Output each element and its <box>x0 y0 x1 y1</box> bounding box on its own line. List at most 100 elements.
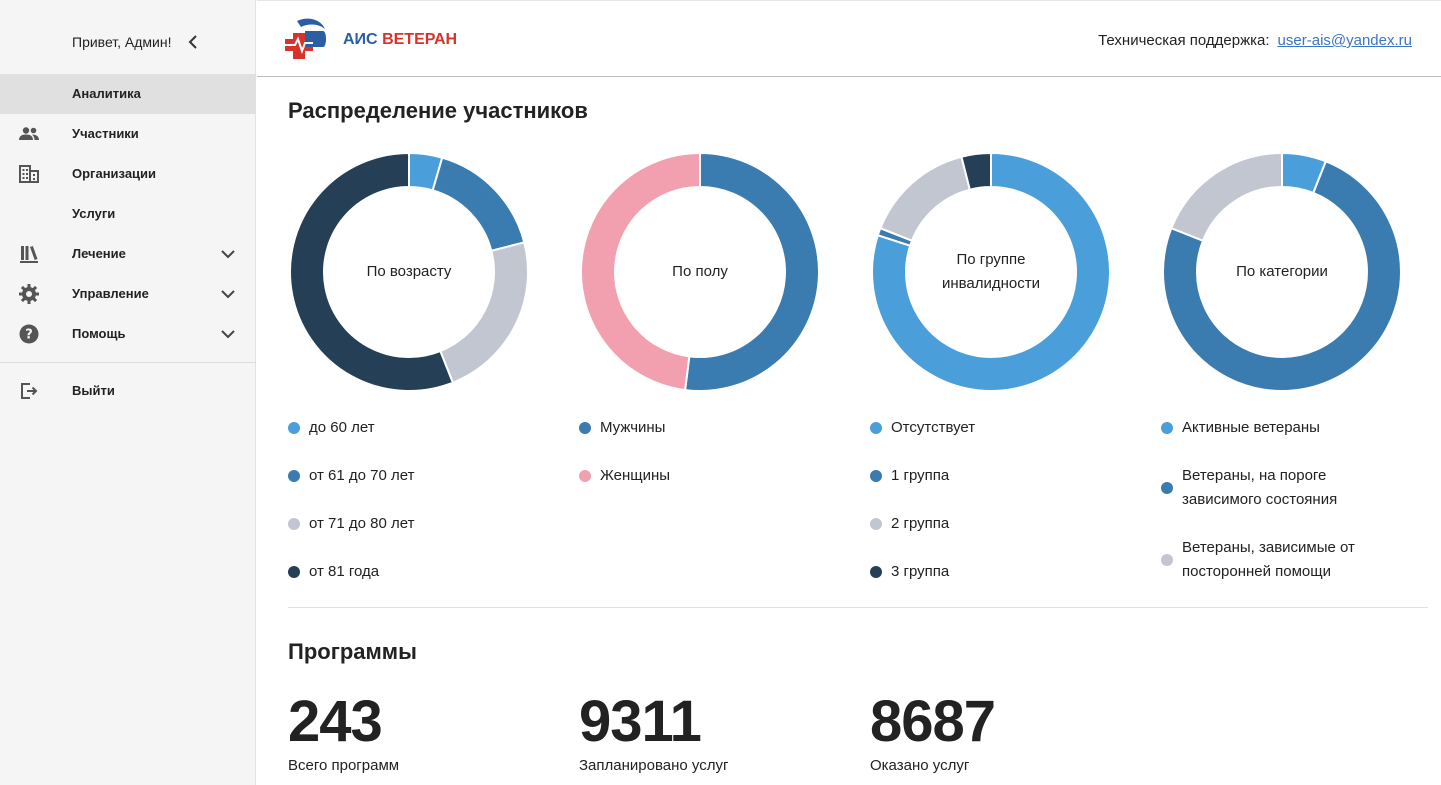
sidebar-item-organizations[interactable]: Организации <box>0 154 256 194</box>
donut-slice[interactable] <box>683 152 820 392</box>
logout-icon <box>18 381 40 401</box>
chart-title: По возрасту <box>366 263 452 280</box>
legend-item: Отсутствует <box>870 416 1130 440</box>
books-icon <box>18 244 40 264</box>
stat-total-programs: 243 Всего программ <box>288 690 399 776</box>
chevron-down-icon[interactable] <box>219 286 237 302</box>
legend-item: до 60 лет <box>288 416 548 440</box>
legend-label: от 71 до 80 лет <box>309 515 415 532</box>
legend-dot <box>579 470 591 482</box>
stat-label: Всего программ <box>288 757 400 774</box>
sidebar-item-treatment[interactable]: Лечение <box>0 234 256 274</box>
help-icon: ? <box>18 324 40 344</box>
svg-text:?: ? <box>25 328 33 343</box>
legend-item: 2 группа <box>870 512 1130 536</box>
legend-dot <box>870 566 882 578</box>
legend-item: Мужчины <box>579 416 839 440</box>
legend-dot <box>1161 422 1173 434</box>
sidebar: Привет, Админ! Аналитика Участники <box>0 0 256 785</box>
sidebar-item-label: Управление <box>72 286 149 301</box>
donut-slice[interactable] <box>1170 152 1283 243</box>
brand-part-ais: АИС <box>343 31 378 48</box>
support-info: Техническая поддержка: user-ais@yandex.r… <box>1098 32 1412 49</box>
legend-item: 1 группа <box>870 464 1130 488</box>
legend-label: Женщины <box>600 467 671 484</box>
legend-item: 3 группа <box>870 560 1130 584</box>
logout-label: Выйти <box>72 383 115 398</box>
sidebar-item-participants[interactable]: Участники <box>0 114 256 154</box>
sidebar-item-services[interactable]: Услуги <box>0 194 256 234</box>
donut-slice[interactable] <box>289 152 455 392</box>
sidebar-item-help[interactable]: ? Помощь <box>0 314 256 354</box>
legend-item: Активные ветераны <box>1161 416 1421 440</box>
brand-name: АИС ВЕТЕРАН <box>343 31 457 49</box>
sidebar-item-label: Услуги <box>72 206 116 221</box>
legend-dot <box>870 470 882 482</box>
building-icon <box>18 164 40 184</box>
legend-item: Женщины <box>579 464 839 488</box>
people-icon <box>18 124 40 144</box>
stat-provided-services: 8687 Оказано услуг <box>870 689 996 776</box>
programs-title: Программы <box>288 639 417 664</box>
stat-value: 243 <box>288 689 383 754</box>
chevron-left-icon <box>188 35 197 49</box>
legend-item: от 61 до 70 лет <box>288 464 548 488</box>
chart-title: По группе инвалидности <box>941 251 1041 292</box>
donut-chart-category: По категории <box>1162 152 1402 392</box>
donut-slice[interactable] <box>580 152 701 392</box>
sidebar-item-label: Лечение <box>72 246 126 261</box>
legend-label: от 81 года <box>309 563 380 580</box>
legend-label: 2 группа <box>891 515 950 532</box>
legend-dot <box>288 470 300 482</box>
legend-dot <box>1161 482 1173 494</box>
donut-chart-disability: По группе инвалидности <box>871 152 1111 392</box>
legend-label: Мужчины <box>600 419 666 436</box>
donut-chart-gender-svg <box>580 152 820 392</box>
donut-chart-gender: По полу <box>580 152 820 392</box>
donut-slice[interactable] <box>871 152 1111 392</box>
sidebar-item-label: Помощь <box>72 326 126 341</box>
legend-label: 3 группа <box>891 563 950 580</box>
gear-icon <box>18 284 40 304</box>
legend-dot <box>1161 554 1173 566</box>
sidebar-divider <box>0 362 256 363</box>
donut-chart-category-svg <box>1162 152 1402 392</box>
sidebar-item-label: Аналитика <box>72 86 141 101</box>
legend-dot <box>288 422 300 434</box>
legend-label: Ветераны, на пороге зависимого состояния <box>1182 467 1338 508</box>
legend-item: от 71 до 80 лет <box>288 512 548 536</box>
legend-item: от 81 года <box>288 560 548 584</box>
stat-label: Запланировано услуг <box>579 757 729 774</box>
chevron-down-icon[interactable] <box>219 246 237 262</box>
legend-item: Ветераны, на пороге зависимого состояния <box>1161 464 1421 512</box>
legend-dot <box>870 422 882 434</box>
support-email-link[interactable]: user-ais@yandex.ru <box>1277 32 1412 49</box>
legend-label: 1 группа <box>891 467 950 484</box>
sidebar-item-analytics[interactable]: Аналитика <box>0 74 256 114</box>
collapse-sidebar-button[interactable] <box>184 32 202 52</box>
donut-chart-age: По возрасту <box>289 152 529 392</box>
stat-value: 8687 <box>870 689 996 754</box>
donut-slice[interactable] <box>960 152 992 191</box>
chevron-down-icon[interactable] <box>219 326 237 342</box>
sidebar-item-label: Организации <box>72 166 157 181</box>
donut-chart-disability-svg <box>871 152 1111 392</box>
chart-title: По категории <box>1236 263 1328 280</box>
legend-dot <box>288 566 300 578</box>
top-header: АИС ВЕТЕРАН Техническая поддержка: user-… <box>257 0 1441 77</box>
legend-dot <box>870 518 882 530</box>
sidebar-item-label: Участники <box>72 126 139 141</box>
legend-label: до 60 лет <box>309 419 375 436</box>
stat-value: 9311 <box>579 689 702 754</box>
donut-chart-age-svg <box>289 152 529 392</box>
legend-label: Активные ветераны <box>1182 419 1320 436</box>
legend-dot <box>579 422 591 434</box>
legend-dot <box>288 518 300 530</box>
donut-slice[interactable] <box>1162 160 1402 392</box>
app-logo[interactable] <box>283 17 329 61</box>
support-label: Техническая поддержка: <box>1098 32 1270 49</box>
logout-button[interactable]: Выйти <box>0 371 256 411</box>
chart-title: По полу <box>672 263 728 280</box>
sidebar-item-management[interactable]: Управление <box>0 274 256 314</box>
